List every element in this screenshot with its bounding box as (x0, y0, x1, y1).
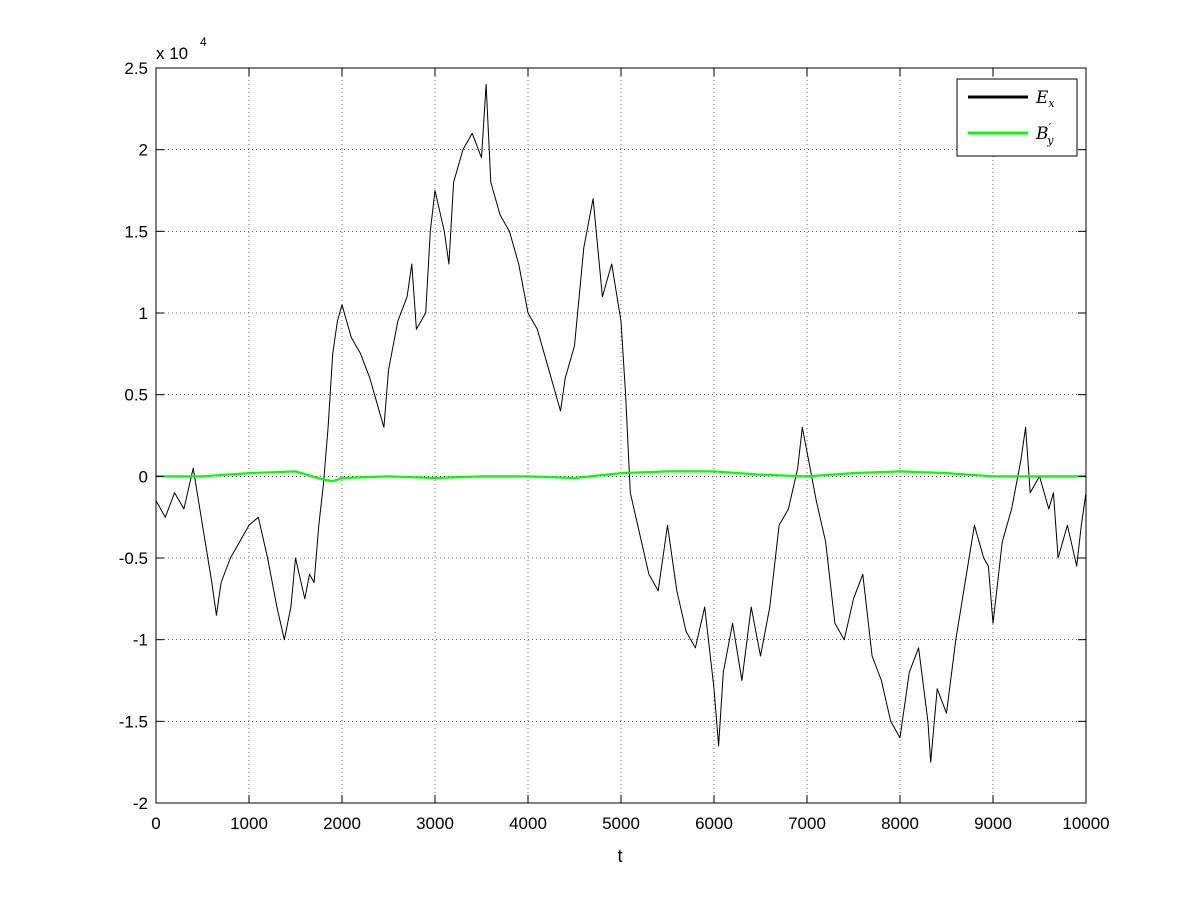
y-tick-label: 2.5 (124, 59, 148, 78)
legend-label-by: B′ y (1035, 121, 1054, 147)
grid-lines (156, 68, 1086, 803)
legend-label-by-main: B (1035, 124, 1049, 144)
legend-label-ex-main: E (1035, 88, 1049, 108)
legend-box (956, 78, 1078, 157)
x-tick-label: 6000 (695, 814, 733, 833)
y-multiplier-label: x 10 (156, 44, 188, 63)
tick-labels: 0 1000 2000 3000 4000 5000 6000 7000 8000 9000 100… (119, 59, 1110, 833)
x-tick-label: 2000 (323, 814, 361, 833)
y-tick-label: -1 (133, 631, 148, 650)
legend-label-by-sup: ′ (1049, 121, 1052, 135)
legend: Ex B′ y (956, 78, 1078, 157)
x-tick-label: 0 (151, 814, 160, 833)
legend-label-ex-sub: x (1048, 97, 1055, 110)
x-tick-label: 9000 (974, 814, 1012, 833)
y-tick-label: -1.5 (119, 712, 148, 731)
x-axis-label: t (617, 846, 622, 866)
x-tick-label: 1000 (230, 814, 268, 833)
series-line-by (156, 470, 1086, 483)
y-tick-label: 0 (139, 467, 148, 486)
series-line-ex (155, 83, 1087, 763)
legend-label-by-sub: y (1046, 134, 1054, 147)
x-tick-label: 3000 (416, 814, 454, 833)
legend-label-ex: Ex (1035, 88, 1055, 110)
x-tick-label: 8000 (881, 814, 919, 833)
x-tick-label: 5000 (602, 814, 640, 833)
y-tick-label: 2 (139, 141, 148, 160)
x-tick-label: 10000 (1062, 814, 1109, 833)
y-tick-label: 1.5 (124, 222, 148, 241)
x-tick-label: 7000 (788, 814, 826, 833)
axis-ticks (155, 67, 1087, 804)
y-tick-label: 0.5 (124, 386, 148, 405)
y-tick-label: -2 (133, 794, 148, 813)
y-tick-label: -0.5 (119, 549, 148, 568)
y-multiplier-exponent: 4 (200, 35, 207, 49)
series-layer (155, 83, 1087, 763)
y-tick-label: 1 (139, 304, 148, 323)
x-tick-label: 4000 (509, 814, 547, 833)
